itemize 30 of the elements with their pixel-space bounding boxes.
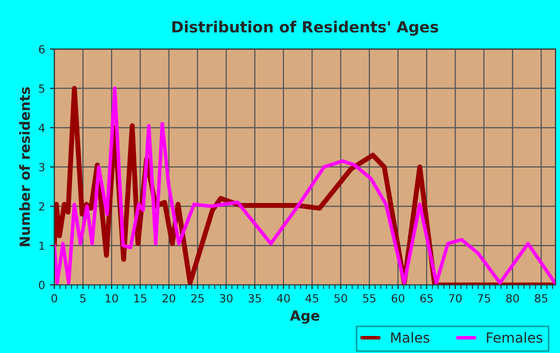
y-axis-title: Number of residents xyxy=(19,87,30,246)
x-axis-title: Age xyxy=(290,310,320,324)
x-tick-label: 40 xyxy=(276,294,290,302)
y-tick-label: 1 xyxy=(39,242,44,250)
y-tick-label: 2 xyxy=(39,202,44,210)
legend-label: Females xyxy=(486,332,542,343)
y-tick-label: 5 xyxy=(39,84,44,93)
x-tick-label: 70 xyxy=(449,294,462,302)
x-tick-label: 35 xyxy=(248,294,261,302)
x-tick-label: 25 xyxy=(191,294,204,302)
x-tick-label: 80 xyxy=(506,294,519,302)
x-tick-label: 55 xyxy=(363,294,376,302)
x-tick-label: 5 xyxy=(80,294,86,302)
x-tick-label: 15 xyxy=(134,294,146,302)
x-tick-label: 85 xyxy=(534,294,548,302)
y-tick-label: 0 xyxy=(38,280,45,290)
y-tick-label: 3 xyxy=(39,162,44,172)
x-tick-label: 50 xyxy=(334,294,348,302)
x-tick-label: 30 xyxy=(220,294,232,302)
x-tick-label: 60 xyxy=(392,294,404,302)
chart-title: Distribution of Residents' Ages xyxy=(172,20,438,36)
x-tick-label: 0 xyxy=(52,294,58,302)
y-tick-label: 4 xyxy=(38,124,45,132)
x-tick-label: 45 xyxy=(306,294,318,302)
legend-label: Males xyxy=(391,332,430,343)
x-tick-label: 75 xyxy=(478,294,490,302)
x-tick-label: 20 xyxy=(162,294,176,302)
y-tick-label: 6 xyxy=(39,45,45,54)
x-tick-label: 10 xyxy=(106,294,118,302)
x-tick-label: 65 xyxy=(420,294,433,302)
